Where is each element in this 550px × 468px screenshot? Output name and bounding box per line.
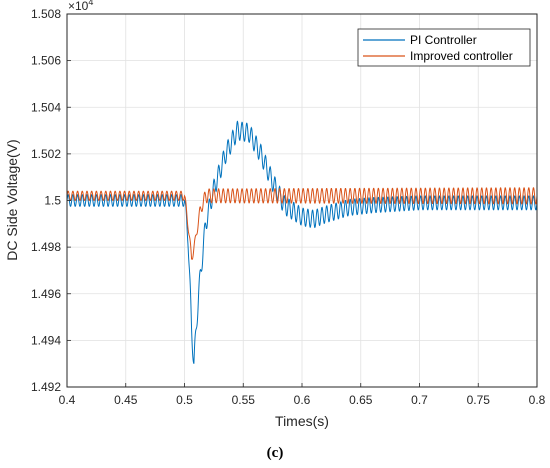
y-tick-label: 1.496	[31, 287, 61, 301]
x-tick-label: 0.5	[176, 393, 193, 407]
y-tick-label: 1.504	[31, 100, 61, 114]
y-axis-title: DC Side Voltage(V)	[4, 139, 20, 260]
x-axis-title: Times(s)	[275, 413, 329, 429]
x-tick-label: 0.4	[59, 393, 76, 407]
figure-caption: (c)	[267, 445, 284, 461]
legend-label-pi-controller: PI Controller	[410, 33, 477, 47]
x-tick-label: 0.6	[294, 393, 311, 407]
legend-box	[357, 28, 531, 67]
x-tick-label: 0.8	[529, 393, 546, 407]
y-tick-label: 1.5	[44, 194, 61, 208]
legend: PI Controller Improved controller	[357, 28, 531, 67]
y-exponent-label: ×104	[68, 0, 93, 13]
y-axis: 1.492 1.494 1.496 1.498 1.5 1.502 1.504 1.506 1.…	[31, 7, 71, 394]
x-tick-label: 0.75	[467, 393, 491, 407]
x-tick-label: 0.65	[349, 393, 373, 407]
y-tick-label: 1.506	[31, 54, 61, 68]
y-exponent-power: 4	[88, 0, 93, 7]
x-tick-label: 0.55	[232, 393, 256, 407]
legend-label-improved-controller: Improved controller	[410, 49, 513, 63]
y-tick-label: 1.494	[31, 333, 61, 347]
series-line-pi-controller	[67, 120, 537, 364]
y-tick-label: 1.498	[31, 240, 61, 254]
y-tick-label: 1.508	[31, 7, 61, 21]
y-tick-label: 1.502	[31, 147, 61, 161]
series-line-improved-controller	[67, 187, 537, 260]
x-axis: 0.4 0.45 0.5 0.55 0.6 0.65 0.7 0.75 0.8	[59, 383, 546, 407]
x-tick-label: 0.7	[411, 393, 428, 407]
series-layer	[67, 120, 537, 364]
x-tick-label: 0.45	[114, 393, 138, 407]
y-tick-label: 1.492	[31, 380, 61, 394]
